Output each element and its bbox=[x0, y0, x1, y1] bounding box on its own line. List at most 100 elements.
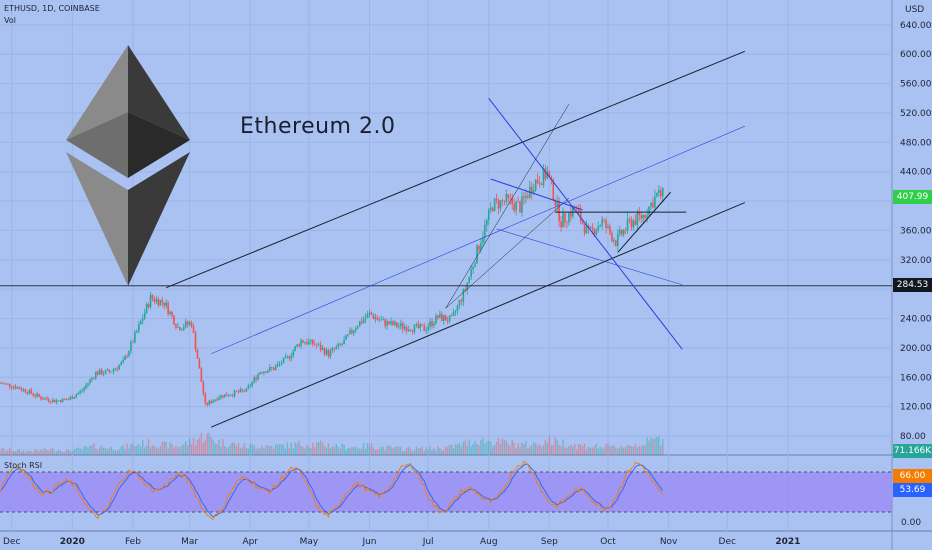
candle-body bbox=[89, 379, 91, 384]
candle-body bbox=[521, 196, 523, 213]
candle-body bbox=[659, 190, 662, 197]
last-price-tag: 407.99 bbox=[893, 190, 932, 204]
volume-bar bbox=[306, 445, 308, 455]
candle-body bbox=[177, 327, 179, 328]
candle-body bbox=[622, 229, 625, 235]
candle-body bbox=[200, 368, 203, 382]
candle-body bbox=[321, 348, 324, 350]
candle-body bbox=[323, 348, 326, 355]
candle-body bbox=[370, 312, 373, 316]
candle-body bbox=[476, 245, 478, 264]
volume-bar bbox=[1, 447, 3, 455]
candle-body bbox=[474, 263, 476, 267]
volume-bar bbox=[55, 451, 58, 455]
stoch-rsi-lines bbox=[0, 460, 664, 521]
candle-body bbox=[136, 331, 138, 333]
volume-bar bbox=[337, 446, 339, 455]
volume-bar bbox=[564, 447, 566, 455]
volume-bar bbox=[429, 445, 431, 455]
candle-body bbox=[26, 392, 29, 394]
candle-body bbox=[376, 317, 379, 320]
price-axis[interactable] bbox=[893, 0, 932, 550]
candle-body bbox=[368, 312, 371, 314]
candle-body bbox=[5, 383, 7, 385]
trend-drawings[interactable] bbox=[0, 50, 892, 428]
volume-bar bbox=[495, 441, 498, 455]
volume-bar bbox=[650, 437, 652, 455]
stoch-k-tag: 66.00 bbox=[893, 469, 932, 483]
candle-body bbox=[278, 363, 281, 365]
candle-body bbox=[20, 389, 23, 391]
candle-body bbox=[169, 311, 171, 314]
candle-body bbox=[564, 213, 566, 223]
volume-bar bbox=[548, 436, 551, 455]
volume-bar bbox=[509, 445, 511, 455]
volume-legend[interactable]: Vol bbox=[4, 16, 16, 25]
volume-bar bbox=[57, 449, 60, 455]
candle-body bbox=[532, 190, 535, 193]
volume-bar bbox=[93, 443, 95, 455]
time-tick-label: Dec bbox=[719, 537, 736, 547]
candle-body bbox=[304, 342, 306, 344]
volume-bar bbox=[376, 449, 379, 455]
volume-bar bbox=[568, 446, 570, 455]
volume-bar bbox=[488, 440, 490, 455]
candle-body bbox=[519, 201, 521, 213]
volume-bar bbox=[149, 447, 152, 455]
candle-body bbox=[411, 330, 414, 332]
chart-annotation-title[interactable]: Ethereum 2.0 bbox=[240, 114, 396, 139]
volume-bar bbox=[118, 449, 120, 455]
price-tick-label: 520.00 bbox=[900, 109, 932, 119]
volume-bar bbox=[402, 451, 404, 455]
volume-bar bbox=[151, 445, 154, 455]
candle-body bbox=[263, 371, 265, 374]
candle-body bbox=[415, 323, 418, 325]
candle-body bbox=[478, 245, 480, 250]
candle-body bbox=[656, 193, 658, 197]
symbol-legend[interactable]: ETHUSD, 1D, COINBASE bbox=[4, 4, 100, 13]
volume-bar bbox=[220, 446, 222, 455]
volume-bar bbox=[298, 441, 300, 455]
candle-body bbox=[10, 387, 13, 388]
volume-bar bbox=[652, 439, 654, 455]
volume-bar bbox=[46, 449, 48, 455]
stoch-legend[interactable]: Stoch RSI bbox=[4, 461, 43, 470]
volume-bar bbox=[261, 445, 263, 455]
candle-body bbox=[562, 213, 564, 228]
volume-bar bbox=[533, 442, 535, 455]
candle-body bbox=[448, 315, 451, 322]
volume-bar bbox=[316, 441, 318, 455]
candle-body bbox=[292, 350, 295, 356]
candle-body bbox=[644, 215, 646, 218]
candle-body bbox=[216, 399, 218, 401]
candle-body bbox=[388, 321, 390, 325]
volume-bar bbox=[104, 447, 107, 455]
candle-body bbox=[3, 383, 5, 385]
volume-bar bbox=[83, 446, 85, 455]
time-tick-label: Feb bbox=[125, 537, 141, 547]
volume-bar bbox=[249, 444, 251, 455]
volume-bar bbox=[474, 440, 476, 455]
stoch-d-line bbox=[0, 463, 664, 518]
volume-bar bbox=[185, 441, 187, 455]
candle-body bbox=[120, 362, 123, 366]
volume-bar bbox=[34, 448, 36, 455]
volume-bar bbox=[278, 444, 281, 455]
candle-body bbox=[233, 390, 236, 396]
candle-body bbox=[130, 341, 132, 351]
candle-body bbox=[300, 340, 302, 346]
volume-bar bbox=[122, 444, 124, 455]
time-tick-label: Jun bbox=[361, 537, 376, 547]
candle-body bbox=[378, 319, 381, 321]
candle-body bbox=[497, 199, 500, 209]
volume-bar bbox=[226, 447, 228, 455]
candle-body bbox=[65, 399, 68, 400]
candle-body bbox=[151, 294, 154, 299]
volume-bar bbox=[493, 445, 496, 455]
candle-body bbox=[538, 182, 541, 185]
volume-bar bbox=[161, 441, 163, 455]
volume-bar bbox=[388, 445, 390, 455]
volume-bar bbox=[265, 445, 267, 455]
volume-bar bbox=[622, 447, 625, 455]
